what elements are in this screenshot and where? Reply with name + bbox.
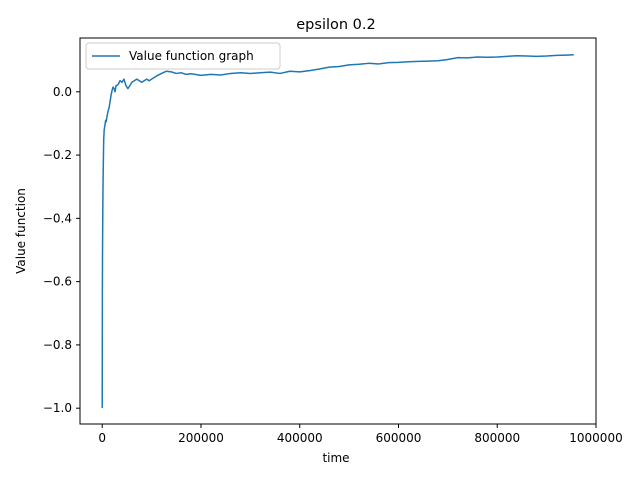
plot-area [79, 37, 597, 425]
y-tick-label: −0.4 [43, 211, 72, 225]
y-tick-label: −0.2 [43, 148, 72, 162]
x-tick-label: 800000 [474, 431, 520, 445]
legend-box [85, 42, 281, 70]
y-tick-label: −0.8 [43, 338, 72, 352]
series-layer [101, 54, 574, 409]
y-axis: −1.0 −0.8 −0.6 −0.4 −0.2 0.0 [43, 85, 80, 415]
y-axis-label: Value function [14, 188, 28, 274]
x-axis: 0 200000 400000 600000 800000 1000000 [98, 424, 623, 445]
chart-title: epsilon 0.2 [296, 17, 375, 33]
y-tick-label: −0.6 [43, 275, 72, 289]
legend-label: Value function graph [129, 49, 254, 63]
x-tick-label: 600000 [376, 431, 422, 445]
legend: Value function graph [85, 42, 281, 70]
x-axis-label: time [322, 451, 349, 465]
y-tick-label: −1.0 [43, 401, 72, 415]
y-tick-label: 0.0 [53, 85, 72, 99]
x-tick-label: 200000 [178, 431, 224, 445]
x-tick-label: 1000000 [569, 431, 622, 445]
x-tick-label: 400000 [277, 431, 323, 445]
x-tick-label: 0 [98, 431, 106, 445]
series-line-value-function-graph [101, 54, 574, 409]
